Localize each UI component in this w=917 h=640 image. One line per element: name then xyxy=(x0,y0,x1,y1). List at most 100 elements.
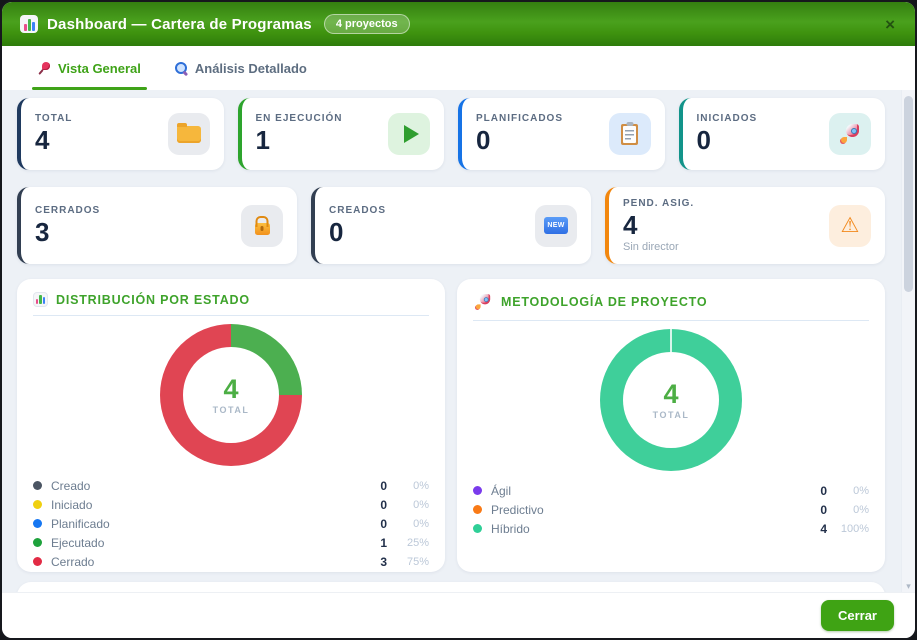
bar-chart-icon xyxy=(33,292,48,308)
stat-info: PEND. ASIG. 4 Sin director xyxy=(623,198,694,253)
stat-label: PEND. ASIG. xyxy=(623,198,695,209)
legend-label: Planificado xyxy=(51,516,110,531)
stat-label: INICIADOS xyxy=(696,113,758,125)
modal-header: Dashboard — Cartera de Programas 4 proye… xyxy=(2,2,915,46)
legend-percent: 0% xyxy=(853,484,869,497)
warning-icon: ⚠ xyxy=(829,204,871,247)
legend-item: Creado 0 0% xyxy=(33,476,429,495)
stat-value: 0 xyxy=(696,125,711,156)
scrollbar-thumb[interactable] xyxy=(904,96,913,292)
cerrar-button[interactable]: Cerrar xyxy=(820,600,894,631)
panel-title: METODOLOGÍA DE PROYECTO xyxy=(501,295,708,310)
methodology-donut-chart: 4 TOTAL xyxy=(600,329,742,472)
legend-label: Ágil xyxy=(491,483,512,498)
scrollbar[interactable]: ▾ xyxy=(901,90,915,592)
bar-chart-icon xyxy=(20,15,38,33)
clipboard-icon xyxy=(608,113,651,155)
legend-label: Iniciado xyxy=(51,497,93,512)
donut-center: 4 TOTAL xyxy=(183,347,279,444)
stat-card-total: TOTAL 4 xyxy=(17,98,224,170)
stat-value: 4 xyxy=(35,125,50,156)
donut-total-label: TOTAL xyxy=(212,404,250,415)
legend-item: Predictivo 0 0% xyxy=(473,500,869,519)
legend-item: Iniciado 0 0% xyxy=(33,495,429,514)
modal-body: TOTAL 4 EN EJECUCIÓN 1 PLANIFICADOS 0 xyxy=(2,90,915,592)
legend-item: Cerrado 3 75% xyxy=(33,552,429,571)
legend-percent: 0% xyxy=(413,517,429,530)
modal-footer: Cerrar xyxy=(2,592,915,638)
legend-value: 0 xyxy=(380,516,387,531)
methodology-legend: Ágil 0 0% Predictivo 0 0% Híbrido 4 xyxy=(473,481,869,538)
legend-value: 0 xyxy=(380,497,387,512)
stat-label: EN EJECUCIÓN xyxy=(255,113,343,125)
page-title: Dashboard — Cartera de Programas xyxy=(47,15,312,33)
stat-info: CREADOS 0 xyxy=(329,205,386,246)
panel-title: DISTRIBUCIÓN POR ESTADO xyxy=(56,292,250,307)
legend-label: Creado xyxy=(51,478,91,493)
next-panel-peek xyxy=(17,582,885,592)
stat-value: 0 xyxy=(476,125,491,156)
legend-color-dot xyxy=(33,557,42,567)
stat-label: CERRADOS xyxy=(35,205,101,216)
legend-value: 0 xyxy=(820,483,827,498)
legend-item: Planificado 0 0% xyxy=(33,514,429,533)
legend-value: 0 xyxy=(820,502,827,517)
stat-sublabel: Sin director xyxy=(623,241,679,254)
legend-label: Híbrido xyxy=(491,521,530,536)
legend-color-dot xyxy=(33,500,42,510)
panel-header: DISTRIBUCIÓN POR ESTADO xyxy=(33,292,429,308)
legend-percent: 0% xyxy=(413,479,429,492)
stat-label: PLANIFICADOS xyxy=(476,113,563,125)
status-legend: Creado 0 0% Iniciado 0 0% Planificado 0 xyxy=(33,476,429,571)
stat-info: INICIADOS 0 xyxy=(697,113,758,154)
legend-item: Ágil 0 0% xyxy=(473,481,869,500)
donut-total-label: TOTAL xyxy=(652,409,690,420)
panel-header: METODOLOGÍA DE PROYECTO xyxy=(473,292,869,312)
donut-area: 4 TOTAL xyxy=(33,322,429,472)
legend-item: Híbrido 4 100% xyxy=(473,519,869,538)
stat-card-en-ejecucion: EN EJECUCIÓN 1 xyxy=(237,98,444,170)
stat-value: 3 xyxy=(35,217,50,247)
chart-panels: DISTRIBUCIÓN POR ESTADO 4 TOTAL Creado xyxy=(17,279,885,573)
legend-color-dot xyxy=(33,519,42,529)
folder-icon xyxy=(167,113,210,155)
stat-card-iniciados: INICIADOS 0 xyxy=(678,98,885,170)
status-donut-chart: 4 TOTAL xyxy=(160,324,302,467)
tab-label: Vista General xyxy=(58,60,141,76)
legend-value: 0 xyxy=(380,478,387,493)
legend-percent: 25% xyxy=(406,536,429,549)
legend-color-dot xyxy=(473,524,482,534)
new-badge-text: NEW xyxy=(544,217,568,235)
legend-percent: 0% xyxy=(853,503,869,516)
donut-total-value: 4 xyxy=(663,378,679,409)
donut-center: 4 TOTAL xyxy=(623,352,719,449)
new-badge-icon: NEW xyxy=(535,204,577,247)
stat-info: PLANIFICADOS 0 xyxy=(476,113,563,154)
legend-color-dot xyxy=(473,486,482,496)
magnifier-icon xyxy=(174,61,188,75)
donut-area: 4 TOTAL xyxy=(473,327,869,477)
stat-label: TOTAL xyxy=(35,113,73,125)
scroll-down-arrow-icon[interactable]: ▾ xyxy=(906,581,911,591)
projects-count-badge: 4 proyectos xyxy=(323,14,410,34)
panel-metodologia-de-proyecto: METODOLOGÍA DE PROYECTO 4 TOTAL xyxy=(457,279,885,573)
stat-info: TOTAL 4 xyxy=(35,113,72,154)
stat-cards-row-2: CERRADOS 3 CREADOS 0 NEW PEND. ASIG. 4 xyxy=(17,187,885,265)
legend-percent: 0% xyxy=(413,498,429,511)
legend-label: Cerrado xyxy=(51,554,95,569)
stat-cards-row-1: TOTAL 4 EN EJECUCIÓN 1 PLANIFICADOS 0 xyxy=(17,98,885,170)
tab-analisis-detallado[interactable]: Análisis Detallado xyxy=(173,46,309,90)
legend-color-dot xyxy=(33,481,42,491)
legend-value: 1 xyxy=(380,535,387,550)
stat-value: 4 xyxy=(623,210,638,240)
tab-vista-general[interactable]: Vista General xyxy=(32,46,147,90)
pushpin-icon xyxy=(38,61,51,75)
stat-info: CERRADOS 3 xyxy=(35,205,100,246)
legend-label: Ejecutado xyxy=(51,535,105,550)
warning-glyph: ⚠ xyxy=(840,213,860,238)
stat-card-planificados: PLANIFICADOS 0 xyxy=(458,98,665,170)
stat-value: 1 xyxy=(255,125,270,156)
stat-value: 0 xyxy=(329,217,344,247)
close-icon[interactable]: × xyxy=(881,14,899,35)
